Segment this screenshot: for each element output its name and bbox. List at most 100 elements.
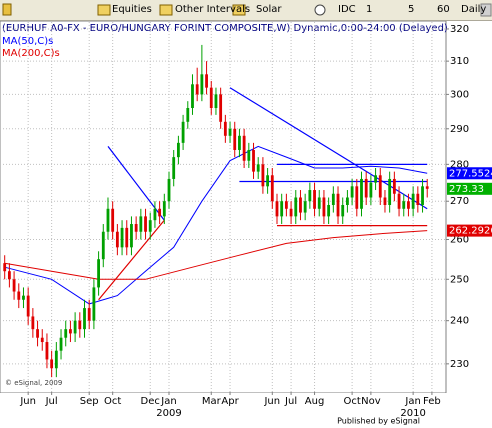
- candle-body: [299, 197, 302, 213]
- x-tick-label: Dec: [141, 396, 160, 407]
- chart: (EURHUF A0-FX - EURO/HUNGARY FORINT COMP…: [0, 21, 492, 428]
- candle-body: [3, 263, 7, 272]
- candle-body: [322, 197, 326, 217]
- footer: Published by eSignal: [337, 417, 420, 426]
- candle-body: [228, 128, 232, 136]
- candle-body: [92, 287, 96, 321]
- candle-body: [350, 186, 354, 198]
- candle-body: [167, 178, 171, 202]
- year-label: 2009: [156, 408, 181, 419]
- candle-body: [54, 350, 58, 369]
- x-tick-label: Feb: [423, 396, 441, 407]
- candle-body: [402, 201, 406, 209]
- candle-body: [17, 291, 21, 300]
- candle-body: [252, 149, 255, 172]
- candle-body: [411, 193, 415, 209]
- candle-body: [87, 308, 91, 321]
- chart-title: (EURHUF A0-FX - EURO/HUNGARY FORINT COMP…: [2, 23, 448, 34]
- candle-body: [120, 227, 124, 248]
- folder-icon: [2, 3, 12, 16]
- search-icon: [314, 4, 326, 16]
- toolbar-item[interactable]: 60: [437, 4, 450, 15]
- candle-body: [59, 337, 63, 351]
- candle-body: [78, 320, 82, 330]
- x-tick-label: Aug: [305, 396, 325, 407]
- candle-body: [134, 224, 138, 232]
- y-tick-label: 260: [450, 235, 469, 246]
- toolbar-item[interactable]: Daily: [461, 4, 487, 15]
- candle-body: [26, 295, 30, 317]
- toolbar-item[interactable]: Other Intervals: [175, 4, 251, 15]
- candle-body: [181, 121, 185, 143]
- x-tick-label: Jan: [404, 396, 420, 407]
- candle-body: [139, 216, 143, 232]
- candle-body: [388, 178, 392, 206]
- ma-line: [4, 145, 428, 305]
- last-value-box: [447, 182, 492, 195]
- toolbar-item[interactable]: Equities: [112, 4, 152, 15]
- candle-body: [327, 205, 331, 217]
- candle-body: [40, 337, 44, 343]
- candle-body: [209, 87, 213, 109]
- toolbar-item[interactable]: 1: [366, 4, 373, 15]
- candle-body: [148, 220, 152, 232]
- candle-body: [69, 329, 72, 334]
- candle-body: [416, 193, 420, 206]
- scroll-button: [480, 3, 492, 17]
- y-tick-label: 230: [450, 359, 469, 370]
- candle-body: [280, 201, 284, 217]
- candle-body: [242, 135, 246, 161]
- candle-body: [144, 216, 147, 232]
- x-tick-label: Jul: [284, 396, 297, 407]
- folder-icon: [159, 4, 173, 16]
- toolbar-item[interactable]: 5: [408, 4, 415, 15]
- candle-body: [331, 193, 335, 206]
- x-tick-label: Apr: [221, 396, 239, 407]
- candle-body: [374, 175, 377, 183]
- last-value-box: [447, 167, 492, 180]
- candle-body: [346, 197, 349, 206]
- x-tick-label: Sep: [80, 396, 99, 407]
- folder-icon: [232, 4, 246, 16]
- y-tick-label: 250: [450, 274, 469, 285]
- x-tick-label: Mar: [202, 396, 222, 407]
- candle-body: [407, 201, 410, 209]
- candle-body: [172, 157, 176, 179]
- candle-body: [200, 74, 204, 95]
- candle-body: [50, 359, 54, 369]
- y-tick-label: 310: [450, 56, 469, 67]
- candle-body: [106, 208, 110, 232]
- candle-body: [12, 279, 16, 292]
- last-value-label: 273.33: [449, 184, 484, 195]
- candle-body: [111, 208, 115, 232]
- candle-body: [233, 128, 237, 150]
- candle-body: [275, 201, 279, 217]
- candle-body: [45, 342, 49, 360]
- candle-body: [313, 190, 316, 209]
- candle-body: [355, 186, 359, 209]
- candle-body: [421, 186, 424, 206]
- candle-body: [22, 295, 25, 300]
- last-value-box: [447, 224, 492, 237]
- candle-body: [341, 205, 345, 217]
- candle-body: [130, 224, 133, 248]
- candle-body: [425, 186, 429, 189]
- x-tick-label: Jun: [263, 396, 280, 407]
- candle-body: [186, 108, 190, 122]
- candle-body: [303, 201, 307, 213]
- folder-icon: [97, 4, 111, 16]
- toolbar-item[interactable]: Solar: [256, 4, 282, 15]
- candle-body: [364, 178, 368, 198]
- x-tick-label: Oct: [343, 396, 360, 407]
- x-tick-label: Jan: [160, 396, 176, 407]
- toolbar-icons: [2, 3, 492, 17]
- candle-body: [256, 164, 260, 172]
- candle-body: [284, 201, 288, 209]
- last-value-label: 277.5524: [449, 168, 492, 179]
- candle-body: [125, 227, 129, 248]
- toolbar-item[interactable]: IDC: [338, 4, 356, 15]
- candle-body: [31, 316, 35, 330]
- candle-body: [83, 308, 86, 330]
- candle-body: [101, 231, 105, 260]
- candle-body: [158, 208, 162, 217]
